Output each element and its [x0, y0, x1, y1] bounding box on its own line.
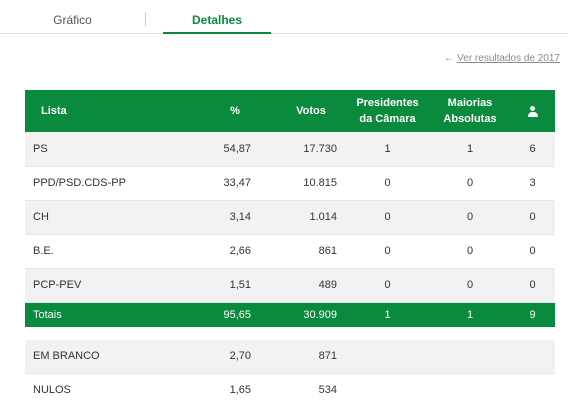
header-percent: %	[185, 90, 265, 132]
header-lista-label: Lista	[41, 105, 67, 117]
totals-maiorias: 1	[430, 302, 510, 327]
cell-maiorias: 1	[430, 132, 510, 167]
tab-grafico[interactable]: Gráfico	[53, 13, 92, 27]
tab-detalhes[interactable]: Detalhes	[163, 0, 271, 34]
header-mandatos	[510, 90, 555, 132]
totals-votos: 30.909	[265, 302, 345, 327]
cell-percent: 33,47	[185, 166, 265, 201]
totals-lista: Totais	[25, 302, 185, 327]
table-row: CH 3,14 1.014 0 0 0	[25, 200, 555, 235]
table-header-row: Lista % Votos Presidentes da Câmara Maio…	[25, 90, 555, 132]
cell-lista: CH	[25, 200, 185, 235]
cell-percent: 3,14	[185, 200, 265, 235]
cell-presidentes: 1	[345, 132, 430, 167]
table-row: PPD/PSD.CDS-PP 33,47 10.815 0 0 3	[25, 166, 555, 201]
blank-null-table: EM BRANCO 2,70 871 NULOS 1,65 534	[25, 340, 555, 401]
cell-votos: 861	[265, 234, 345, 269]
cell-votos: 871	[265, 340, 345, 374]
cell-mandatos: 0	[510, 268, 555, 303]
previous-results-link[interactable]: ← Ver resultados de 2017	[444, 53, 560, 64]
totals-mandatos: 9	[510, 302, 555, 327]
previous-results-label: Ver resultados de 2017	[457, 53, 560, 64]
table-row: EM BRANCO 2,70 871	[25, 340, 555, 374]
header-votos: Votos	[265, 90, 345, 132]
cell-votos: 1.014	[265, 200, 345, 235]
cell-percent: 54,87	[185, 132, 265, 167]
cell-lista: EM BRANCO	[25, 340, 185, 374]
cell-lista: NULOS	[25, 373, 185, 401]
totals-presidentes: 1	[345, 302, 430, 327]
cell-empty	[510, 340, 555, 374]
cell-mandatos: 0	[510, 234, 555, 269]
cell-maiorias: 0	[430, 234, 510, 269]
arrow-left-icon: ←	[444, 53, 455, 64]
header-maiorias-line1: Maiorias	[447, 97, 493, 109]
cell-votos: 534	[265, 373, 345, 401]
cell-presidentes: 0	[345, 234, 430, 269]
cell-mandatos: 3	[510, 166, 555, 201]
header-presidentes: Presidentes da Câmara	[345, 90, 430, 132]
cell-empty	[510, 373, 555, 401]
cell-percent: 2,66	[185, 234, 265, 269]
table-row: NULOS 1,65 534	[25, 373, 555, 401]
cell-lista: PPD/PSD.CDS-PP	[25, 166, 185, 201]
cell-presidentes: 0	[345, 166, 430, 201]
header-maiorias-line2: Absolutas	[443, 113, 497, 125]
cell-lista: PCP-PEV	[25, 268, 185, 303]
cell-votos: 489	[265, 268, 345, 303]
header-lista: Lista	[25, 90, 185, 132]
cell-percent: 2,70	[185, 340, 265, 374]
cell-lista: B.E.	[25, 234, 185, 269]
cell-empty	[345, 340, 430, 374]
table-row: B.E. 2,66 861 0 0 0	[25, 234, 555, 269]
cell-empty	[430, 373, 510, 401]
user-icon	[527, 105, 538, 117]
cell-maiorias: 0	[430, 268, 510, 303]
cell-maiorias: 0	[430, 200, 510, 235]
header-presidentes-line1: Presidentes	[356, 97, 419, 109]
cell-empty	[345, 373, 430, 401]
tab-separator	[145, 12, 146, 26]
table-row: PCP-PEV 1,51 489 0 0 0	[25, 268, 555, 303]
cell-maiorias: 0	[430, 166, 510, 201]
cell-percent: 1,51	[185, 268, 265, 303]
cell-percent: 1,65	[185, 373, 265, 401]
cell-lista: PS	[25, 132, 185, 167]
totals-row: Totais 95,65 30.909 1 1 9	[25, 302, 555, 327]
cell-presidentes: 0	[345, 268, 430, 303]
cell-votos: 10.815	[265, 166, 345, 201]
cell-presidentes: 0	[345, 200, 430, 235]
table-row: PS 54,87 17.730 1 1 6	[25, 132, 555, 167]
cell-votos: 17.730	[265, 132, 345, 167]
totals-percent: 95,65	[185, 302, 265, 327]
cell-mandatos: 0	[510, 200, 555, 235]
cell-empty	[430, 340, 510, 374]
results-table: Lista % Votos Presidentes da Câmara Maio…	[25, 90, 555, 327]
header-presidentes-line2: da Câmara	[359, 113, 416, 125]
header-maiorias: Maiorias Absolutas	[430, 90, 510, 132]
tab-bar: Gráfico Detalhes	[0, 0, 568, 34]
cell-mandatos: 6	[510, 132, 555, 167]
